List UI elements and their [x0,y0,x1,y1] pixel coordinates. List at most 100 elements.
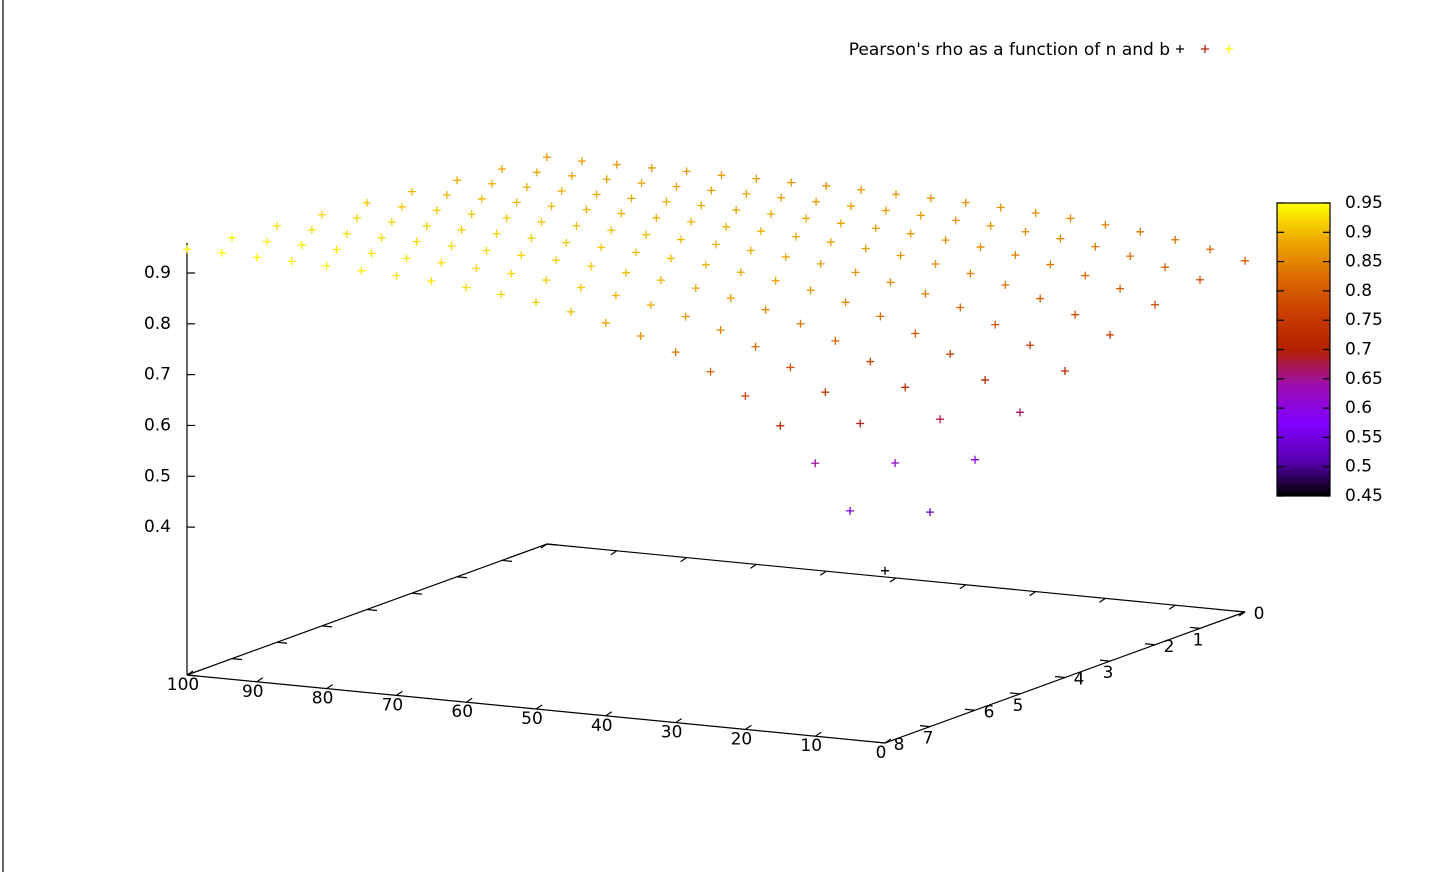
x-tick [745,724,752,730]
data-point [946,350,955,359]
data-point [442,191,451,200]
data-point [981,375,990,384]
data-point [1116,284,1125,293]
y-tick-label: 4 [1074,670,1085,690]
z-tick-label: 0.7 [144,365,171,385]
data-point [1046,260,1055,269]
data-point [627,194,636,203]
data-point [611,291,620,300]
data-point [467,210,476,219]
data-point [791,232,800,241]
data-point [402,254,411,263]
data-point [412,237,421,246]
data-point [681,312,690,321]
data-point [297,241,306,250]
data-point [706,367,715,376]
y-tick [276,641,288,644]
data-point [652,213,661,222]
data-point [991,320,1000,329]
data-point [916,211,925,220]
x-tick [814,731,822,737]
data-point [367,249,376,258]
data-point [562,238,571,247]
data-point [701,260,710,269]
data-point [322,261,331,270]
x-tick [959,584,967,590]
y-tick-label: 8 [894,735,905,755]
data-point [871,224,880,233]
data-point [1001,280,1010,289]
y-tick-label: 6 [984,702,995,722]
data-point [492,229,501,238]
y-tick-label: 5 [1013,696,1024,716]
data-point [787,178,796,187]
x-tick-label: 40 [591,716,613,736]
data-point [931,259,940,268]
data-point [287,257,296,266]
data-point [662,197,671,206]
data-point [1106,330,1114,339]
z-tick-label: 0.4 [144,517,171,537]
data-point [397,202,406,211]
data-point [667,254,675,263]
data-point [767,209,776,218]
data-point [597,243,606,252]
data-point [607,226,616,235]
y-tick [186,674,198,677]
data-point [831,336,840,345]
x-tick [540,543,548,549]
x-tick-label: 100 [167,675,199,695]
data-point [956,303,965,312]
data-point [517,251,526,260]
data-point [472,264,481,273]
y-tick [874,741,886,744]
y-tick [1234,610,1246,613]
data-point [1056,234,1065,243]
data-point [687,217,696,226]
data-point [656,276,665,285]
data-point [522,183,531,192]
data-point [926,508,934,517]
legend-label: Pearson's rho as a function of n and b [849,40,1170,60]
data-point [716,326,725,335]
data-point [387,218,396,227]
data-point [318,210,326,219]
data-point [752,174,761,183]
data-point [742,189,751,198]
data-point [926,194,935,203]
x-tick [680,557,687,563]
x-tick [1099,597,1106,603]
y-tick [919,725,931,728]
data-point [1101,220,1110,229]
data-point [1011,251,1020,260]
data-point [542,276,551,285]
data-point [1171,235,1180,244]
data-point [602,175,611,184]
data-point [781,252,790,261]
data-point [363,198,371,207]
x-tick [675,718,682,724]
x-tick [1168,604,1176,610]
x-tick [819,570,827,576]
y-tick [321,625,333,628]
data-point [776,421,785,430]
data-point [822,181,831,190]
y-tick [366,608,378,612]
data-point [457,225,466,234]
data-point [497,290,506,299]
data-point [777,193,786,202]
data-point [422,221,431,230]
data-point [672,182,681,191]
colorbar-tick-label: 0.7 [1345,340,1372,360]
data-point [1241,256,1249,265]
data-point [1021,227,1030,236]
x-tick [186,670,194,676]
data-point [1196,275,1204,284]
colorbar-tick-label: 0.6 [1345,398,1372,418]
y-tick [1144,643,1156,646]
data-point [252,253,261,262]
data-point [1031,208,1040,217]
data-point [717,171,726,180]
data-point [462,283,471,292]
data-point [552,256,561,265]
